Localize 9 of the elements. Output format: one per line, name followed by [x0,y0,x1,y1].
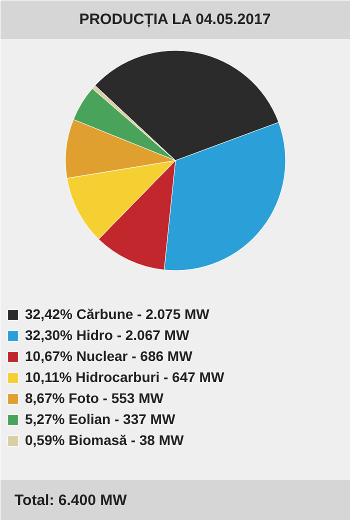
text: Total: 6.400 MW [14,492,128,509]
legend-label: 8,67% Foto - 553 MW [25,390,164,406]
legend-label: 32,42% Cărbune - 2.075 MW [25,306,210,322]
legend-label: 5,27% Eolian - 337 MW [25,411,176,427]
legend-label: 32,30% Hidro - 2.067 MW [25,327,190,343]
legend-label: 10,11% Hidrocarburi - 647 MW [25,369,224,385]
legend-label: 0,59% Biomasă - 38 MW [25,432,184,448]
legend-label: 10,67% Nuclear - 686 MW [25,348,192,364]
chart-title: PRODUCȚIA LA 04.05.2017 [79,11,271,28]
